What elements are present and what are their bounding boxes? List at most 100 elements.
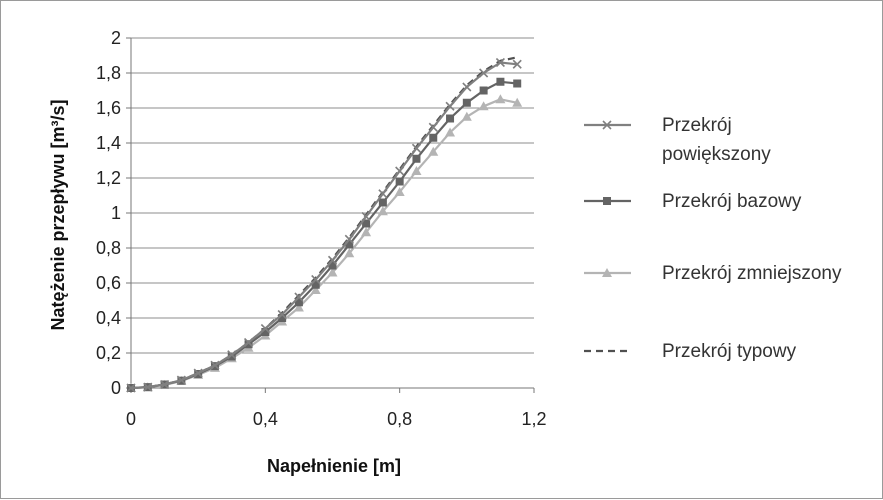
x-tick-label: 1,2 [521,409,546,429]
data-point [496,77,505,86]
data-point [495,57,505,68]
data-point [327,267,338,277]
y-tick-label: 1,8 [96,63,121,83]
data-point [479,68,489,78]
y-tick-label: 2 [111,28,121,48]
y-tick-label: 0 [111,378,121,398]
data-point [412,154,421,163]
data-point [446,114,455,123]
data-point [428,122,438,132]
data-point [411,143,422,153]
legend-marker [602,120,612,130]
data-point [462,82,472,92]
marker-stroke [411,143,422,153]
data-point [227,352,236,361]
legend-label: Przekrój typowy [662,341,797,362]
marker-stroke [428,122,438,132]
data-point [294,298,303,307]
marker-stroke [602,120,612,130]
series-line [130,56,518,390]
marker-stroke [395,166,405,176]
data-point [210,360,220,370]
legend-item-3: Przekrój typowy [584,341,797,362]
x-tick-label: 0,8 [387,409,412,429]
data-point [362,219,371,228]
marker-stroke [462,82,472,92]
series-2 [126,94,523,392]
marker-stroke [495,57,505,68]
y-tick-label: 0,6 [96,273,121,293]
data-point [327,255,338,265]
series-line [130,80,518,390]
marker-stroke [160,379,170,390]
data-point [478,101,489,111]
data-point [462,98,471,107]
data-point [461,111,472,121]
y-tick-label: 0,8 [96,238,121,258]
data-point [126,383,136,393]
data-point [479,86,488,95]
data-point [227,350,237,360]
data-point [311,280,320,289]
series-0 [126,57,522,393]
data-point [277,309,287,320]
data-point [344,234,354,244]
legend-label: Przekrój zmniejszony [662,263,842,284]
legend-item-0: Przekrój powiększony [584,115,771,165]
axes [126,37,535,393]
x-tick-label: 0,4 [253,409,278,429]
y-axis-title: Natężenie przepływu [m³/s] [48,99,68,330]
marker-stroke [227,350,237,360]
marker-stroke [260,323,270,334]
marker-stroke [327,255,338,265]
data-point [513,79,522,88]
data-point [445,127,456,137]
x-tick-labels: 0 0,4 0,8 1,2 [126,409,547,429]
data-point [361,227,372,237]
data-point [293,302,304,312]
legend-item-1: Przekrój bazowy [584,191,802,212]
data-point [278,314,287,322]
y-tick-label: 1,2 [96,168,121,188]
data-point [143,382,153,392]
legend-item-2: Przekrój zmniejszony [584,263,842,284]
marker-stroke [512,59,522,69]
legend-marker [603,197,611,205]
data-point [429,133,438,142]
marker-stroke [126,383,136,393]
y-tick-label: 1,6 [96,98,121,118]
marker-stroke [176,375,186,385]
marker-stroke [277,309,287,320]
data-point [344,248,355,258]
data-point [243,337,254,348]
data-point [428,146,439,156]
data-point [377,206,388,216]
plot-series [126,56,523,393]
marker-stroke [143,382,153,392]
data-point [411,166,422,175]
data-point [260,323,270,334]
gridlines [131,37,534,354]
data-point [495,94,506,104]
data-point [261,328,270,336]
series-1 [127,77,522,392]
y-tick-labels: 0 0,2 0,4 0,6 0,8 1 1,2 1,4 1,6 1,8 2 [96,28,121,398]
marker-stroke [378,189,388,199]
marker-stroke [311,274,321,285]
x-tick-label: 0 [126,409,136,429]
data-point [310,285,321,294]
data-point [345,240,354,249]
data-point [378,189,388,199]
x-axis-title: Napełnienie [m] [267,456,401,476]
data-point [311,274,321,285]
marker-stroke [479,68,489,78]
legend-label: Przekrój [662,115,732,136]
legend: Przekrój powiększony Przekrój bazowy Przekr… [584,115,842,362]
marker-stroke [294,292,304,302]
data-point [378,198,387,207]
data-point [160,379,170,390]
legend-label: Przekrój bazowy [662,191,802,212]
data-point [294,292,304,302]
data-point [395,166,405,176]
